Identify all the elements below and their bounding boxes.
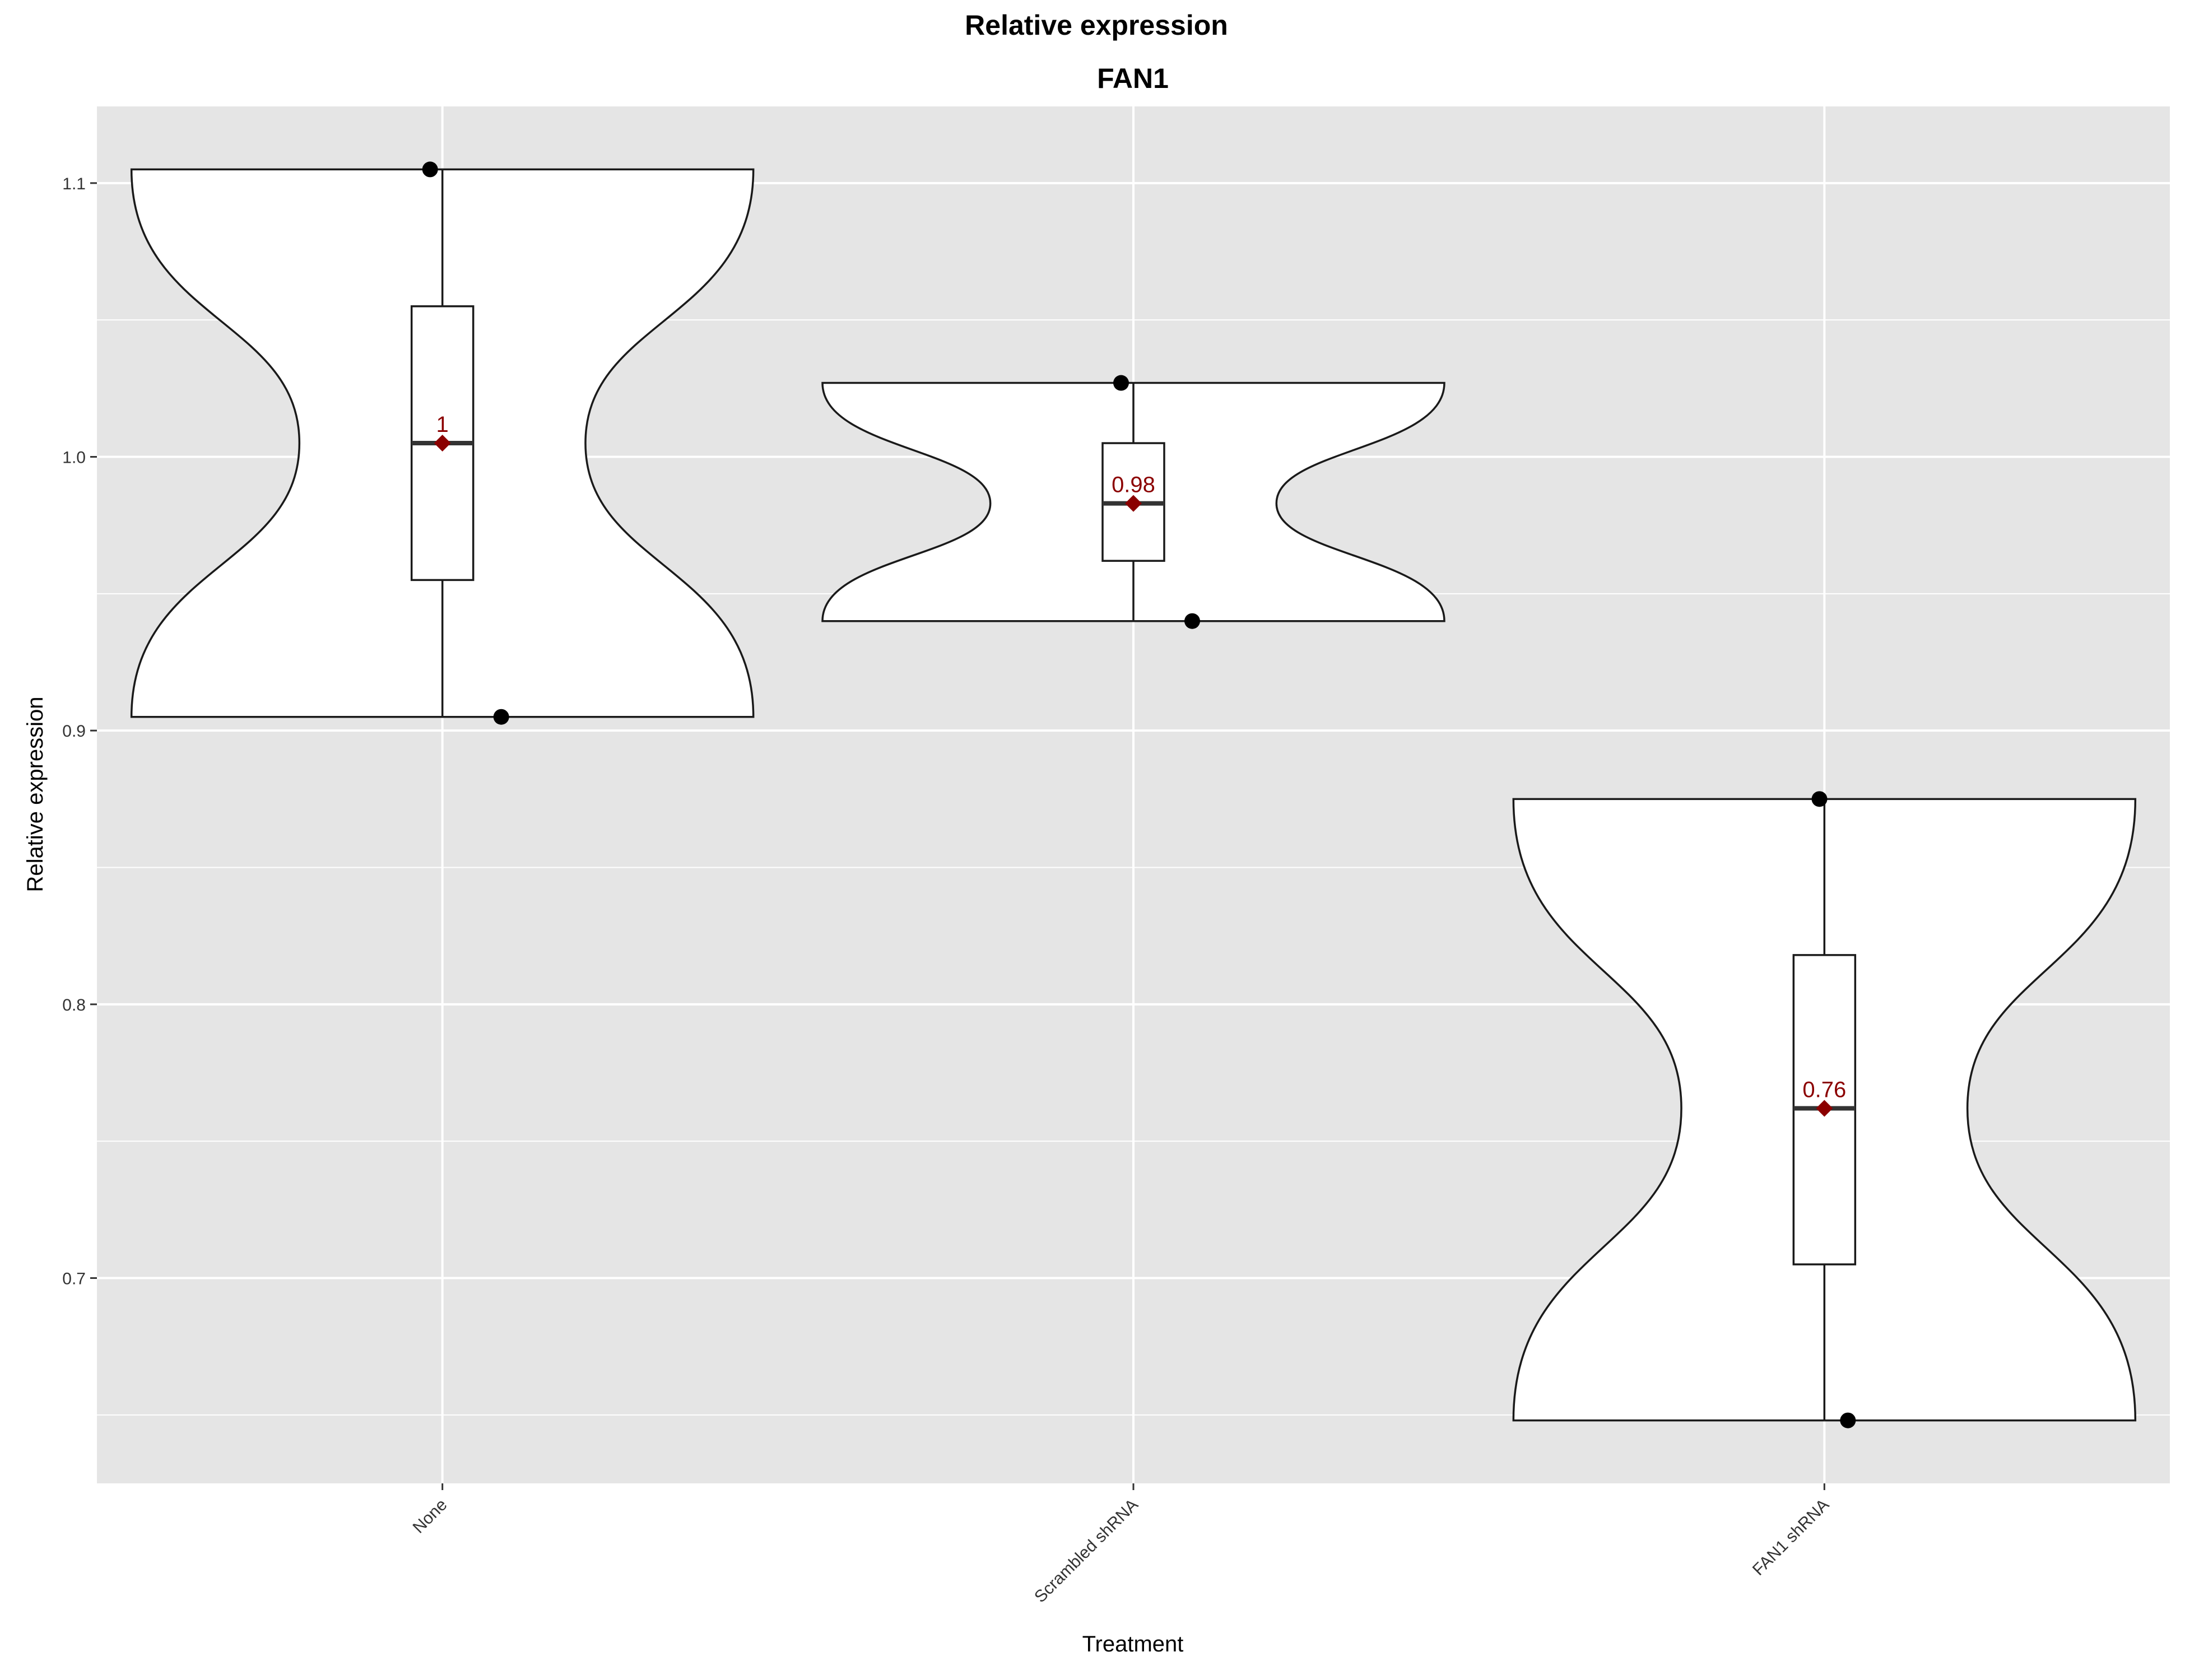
y-tick-label: 0.9 bbox=[62, 722, 86, 741]
x-axis-title: Treatment bbox=[1082, 1632, 1184, 1656]
data-point bbox=[422, 161, 438, 177]
x-tick-label: Scrambled shRNA bbox=[1031, 1496, 1142, 1607]
x-axis: None Scrambled shRNA FAN1 shRNA bbox=[410, 1483, 1833, 1606]
data-point bbox=[1184, 613, 1200, 629]
data-point bbox=[494, 709, 509, 725]
y-tick-label: 0.8 bbox=[62, 996, 86, 1014]
mean-label: 0.76 bbox=[1802, 1078, 1846, 1102]
mean-label: 1 bbox=[436, 412, 449, 437]
y-tick-label: 0.7 bbox=[62, 1269, 86, 1288]
mean-label: 0.98 bbox=[1112, 473, 1155, 497]
y-tick-label: 1.0 bbox=[62, 448, 86, 467]
chart-title: Relative expression bbox=[965, 10, 1228, 41]
x-tick-label: FAN1 shRNA bbox=[1749, 1496, 1833, 1579]
y-tick-label: 1.1 bbox=[62, 175, 86, 193]
x-tick-label: None bbox=[410, 1496, 451, 1537]
y-axis: 0.7 0.8 0.9 1.0 1.1 bbox=[62, 175, 97, 1288]
y-axis-title: Relative expression bbox=[23, 696, 48, 892]
chart-subtitle: FAN1 bbox=[1097, 63, 1169, 94]
data-point bbox=[1840, 1413, 1856, 1428]
data-point bbox=[1812, 791, 1828, 807]
data-point bbox=[1113, 375, 1129, 391]
